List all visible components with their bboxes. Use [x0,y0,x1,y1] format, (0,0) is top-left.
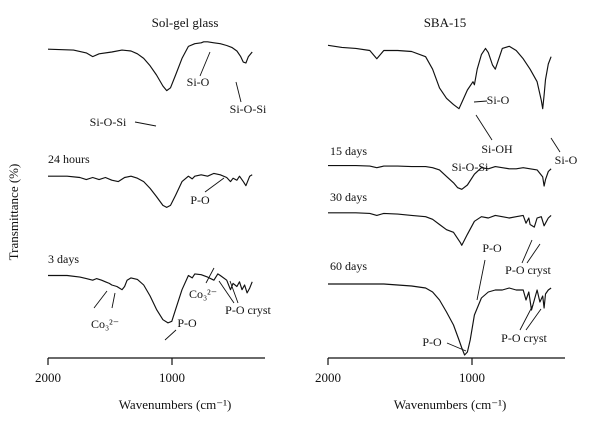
left-annot-si-o-si-left: Si-O-Si [90,115,127,129]
right-x-tick-label-1000: 1000 [459,370,485,385]
left-arrow-co3-left-a [93,290,108,309]
left-x-axis-label: Wavenumbers (cm⁻¹) [119,397,232,412]
right-spectrum-sba15 [327,44,552,110]
right-arrow-p-o-cryst-upper-b [526,243,541,264]
left-annot-si-o-si-right: Si-O-Si [230,102,267,116]
right-annot-p-o-lower: P-O [422,335,442,349]
left-arrow-co3-right [205,267,215,284]
left-annot-p-o-cryst: P-O cryst [225,303,271,317]
left-annot-si-o: Si-O [187,75,210,89]
right-annot-si-o-right: Si-O [555,153,578,167]
left-x-tick-label-2000: 2000 [35,370,61,385]
right-arrow-p-o-lower [446,342,467,352]
right-panel-title: SBA-15 [424,15,467,30]
left-annot-p-o-24h: P-O [190,193,210,207]
right-annot-si-o-si: Si-O-Si [452,160,489,174]
right-spectrum-30-days [328,212,552,246]
right-spectrum-15-days [328,165,552,190]
right-annot-p-o-cryst-upper: P-O cryst [505,263,551,277]
left-y-axis-label: Transmittance (%) [6,164,21,261]
left-arrow-p-o-cryst-b [229,280,239,304]
left-spectrum-24-hours [48,172,253,208]
left-series-label-24h: 24 hours [48,152,90,166]
left-arrow-p-o-cryst-a [218,280,235,304]
right-series-label-60days: 60 days [330,259,367,273]
right-series-label-30days: 30 days [330,190,367,204]
right-arrow-p-o-cryst-lower-a [519,304,534,331]
left-arrow-si-o-si-right [235,81,242,103]
left-spectrum-3-days [48,273,253,324]
left-annot-p-o-3days: P-O [177,316,197,330]
right-arrow-si-oh [475,114,493,141]
right-annot-si-o-top: Si-O [487,93,510,107]
right-arrow-si-o-top [473,100,488,103]
right-arrow-p-o-cryst-lower-b [525,308,542,331]
right-x-axis-label: Wavenumbers (cm⁻¹) [394,397,507,412]
left-arrow-co3-left-b [111,292,116,309]
left-x-tick-label-1000: 1000 [159,370,185,385]
right-annot-p-o-upper: P-O [482,241,502,255]
left-arrow-p-o-24h [204,177,225,193]
left-spectrum-glass [47,41,253,92]
panel-left: Sol-gel glass Transmittance (%) 2000 100… [6,15,271,412]
right-annot-p-o-cryst-lower: P-O cryst [501,331,547,345]
right-arrow-p-o-upper [476,259,486,301]
left-annot-co3-right: Co₃²⁻ [189,287,217,301]
left-arrow-p-o-3days [164,329,177,341]
left-series-label-3days: 3 days [48,252,79,266]
right-x-tick-label-2000: 2000 [315,370,341,385]
right-spectrum-60-days [328,283,552,356]
left-arrow-si-o [199,51,211,77]
right-annot-si-oh: Si-OH [481,142,513,156]
right-arrow-si-o-right [550,137,561,153]
panel-right: SBA-15 2000 1000 Wavenumbers (cm⁻¹) 15 d… [315,15,578,412]
right-arrow-p-o-cryst-upper-a [521,239,533,264]
left-panel-title: Sol-gel glass [152,15,219,30]
right-series-label-15days: 15 days [330,144,367,158]
left-annot-co3-left: Co₃²⁻ [91,317,119,331]
left-arrow-si-o-si-left [134,121,157,127]
